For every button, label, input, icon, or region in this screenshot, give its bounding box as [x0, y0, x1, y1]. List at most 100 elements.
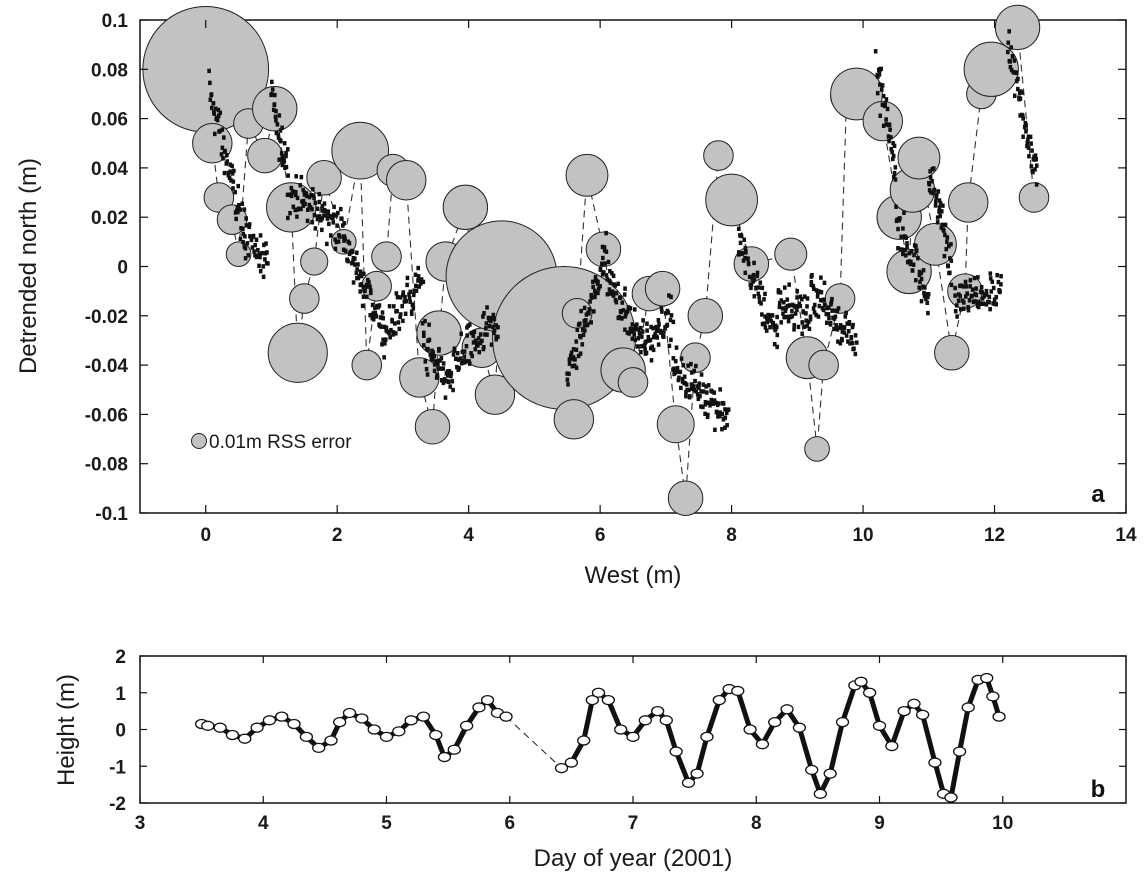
high-rate-position-point — [225, 152, 229, 158]
rss-error-bubble — [1018, 182, 1050, 213]
high-rate-position-point — [921, 284, 925, 289]
high-rate-position-point — [626, 305, 631, 310]
high-rate-position-point — [634, 327, 638, 332]
height-observation-marker — [659, 715, 673, 726]
high-rate-position-point — [958, 293, 963, 299]
high-rate-position-point — [380, 310, 385, 315]
high-rate-position-point — [1018, 96, 1023, 101]
high-rate-position-point — [1008, 64, 1013, 70]
high-rate-position-point — [978, 300, 982, 305]
high-rate-position-point — [226, 170, 230, 176]
high-rate-position-point — [284, 164, 289, 170]
high-rate-position-point — [816, 314, 821, 319]
height-observation-marker — [499, 711, 513, 722]
height-observation-marker — [437, 751, 452, 763]
high-rate-position-point — [643, 347, 647, 352]
high-rate-position-point — [934, 195, 939, 200]
high-rate-position-point — [890, 156, 895, 162]
high-rate-position-point — [223, 148, 227, 154]
high-rate-position-point — [835, 327, 840, 332]
panel-a-y-tick-label: -0.02 — [85, 307, 128, 328]
high-rate-position-point — [367, 280, 371, 285]
high-rate-position-point — [923, 285, 927, 290]
high-rate-position-point — [717, 413, 722, 419]
high-rate-position-point — [812, 286, 816, 291]
high-rate-position-point — [790, 313, 795, 319]
high-rate-position-point — [336, 239, 341, 244]
high-rate-position-point — [249, 237, 254, 243]
high-rate-position-point — [280, 153, 285, 159]
high-rate-position-point — [999, 274, 1003, 279]
high-rate-position-point — [844, 310, 848, 316]
high-rate-position-point — [900, 247, 905, 252]
high-rate-position-point — [726, 407, 731, 412]
high-rate-position-point — [649, 324, 653, 330]
high-rate-position-point — [657, 322, 661, 327]
high-rate-position-point — [482, 311, 486, 316]
high-rate-position-point — [361, 284, 366, 290]
high-rate-position-point — [887, 138, 891, 144]
high-rate-position-point — [587, 311, 591, 316]
high-rate-position-point — [635, 322, 639, 327]
high-rate-position-point — [421, 279, 426, 285]
high-rate-position-point — [1016, 86, 1020, 92]
panel-b-y-ticks: 2 1 0 -1 -2 — [109, 647, 1126, 815]
high-rate-position-point — [241, 239, 245, 245]
high-rate-position-point — [825, 320, 829, 325]
rss-error-bubble — [948, 182, 989, 223]
high-rate-position-point — [680, 376, 685, 382]
high-rate-position-point — [996, 279, 1001, 285]
high-rate-position-point — [675, 365, 680, 371]
high-rate-position-point — [846, 329, 851, 334]
high-rate-position-point — [822, 297, 826, 302]
panel-b-x-tick-label: 6 — [504, 813, 515, 834]
high-rate-position-point — [678, 369, 683, 375]
high-rate-position-point — [225, 159, 230, 164]
high-rate-position-point — [1009, 45, 1014, 50]
high-rate-position-point — [245, 241, 250, 246]
high-rate-position-point — [757, 294, 761, 300]
high-rate-position-point — [881, 93, 886, 99]
high-rate-position-point — [917, 272, 922, 278]
high-rate-position-point — [408, 299, 413, 304]
high-rate-position-point — [902, 210, 906, 215]
high-rate-position-point — [656, 342, 661, 347]
high-rate-position-point — [785, 297, 790, 302]
high-rate-position-point — [800, 296, 804, 302]
high-rate-position-point — [962, 300, 966, 305]
high-rate-position-point — [909, 259, 913, 265]
high-rate-position-point — [621, 308, 626, 313]
high-rate-position-point — [814, 312, 818, 318]
high-rate-position-point — [361, 294, 366, 299]
high-rate-position-point — [840, 337, 844, 343]
high-rate-position-point — [280, 125, 284, 130]
high-rate-position-point — [423, 318, 427, 324]
high-rate-position-point — [849, 335, 854, 340]
high-rate-position-point — [708, 403, 712, 408]
high-rate-position-point — [382, 355, 386, 360]
high-rate-position-point — [333, 237, 337, 242]
high-rate-position-point — [353, 262, 357, 267]
high-rate-position-point — [383, 337, 388, 342]
high-rate-position-point — [219, 152, 224, 157]
high-rate-position-point — [355, 267, 359, 272]
high-rate-position-point — [291, 204, 296, 209]
high-rate-position-point — [926, 292, 931, 297]
high-rate-position-point — [772, 341, 777, 347]
rss-error-bubble — [862, 100, 904, 142]
high-rate-position-point — [684, 389, 688, 395]
high-rate-position-point — [469, 351, 473, 356]
high-rate-position-point — [618, 295, 623, 300]
high-rate-position-point — [208, 97, 213, 102]
high-rate-position-point — [425, 372, 430, 377]
high-rate-position-point — [991, 285, 996, 291]
rss-error-bubble — [371, 241, 402, 272]
high-rate-position-point — [961, 284, 966, 289]
high-rate-position-point — [407, 292, 411, 297]
panel-b-x-tick-label: 7 — [628, 813, 639, 834]
high-rate-position-point — [935, 215, 940, 220]
high-rate-position-point — [297, 206, 301, 211]
high-rate-position-point — [467, 361, 472, 366]
high-rate-position-point — [829, 302, 833, 307]
high-rate-position-point — [347, 241, 352, 246]
